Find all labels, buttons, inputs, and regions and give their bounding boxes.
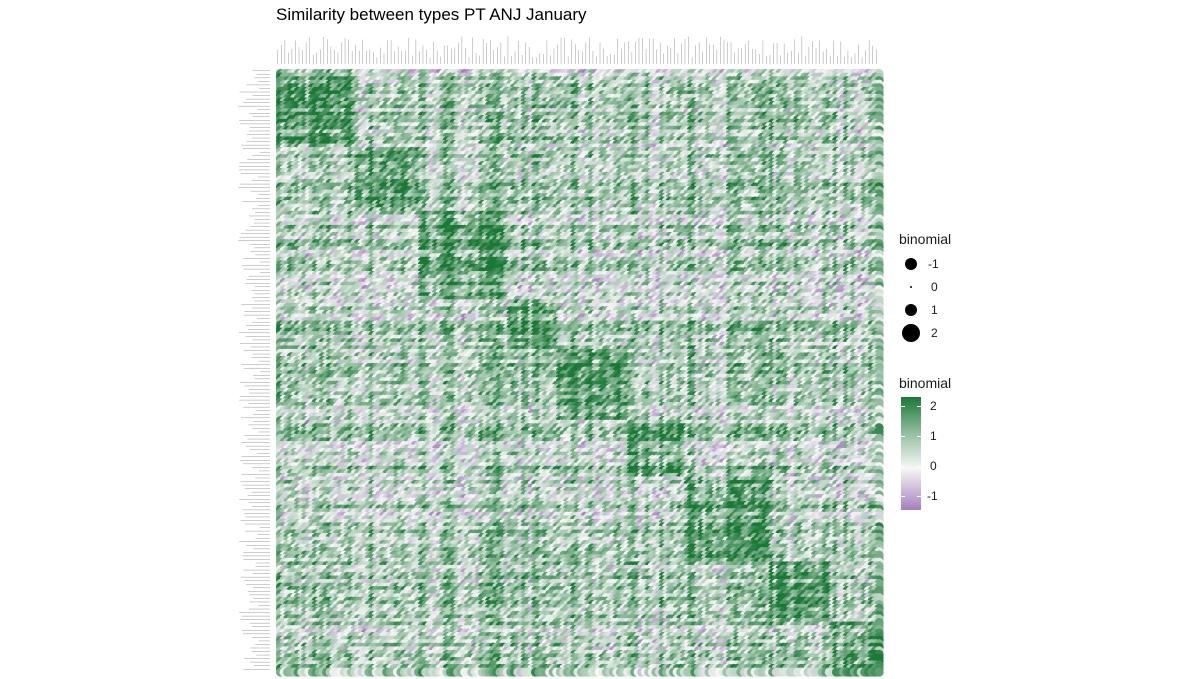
heatmap-cells xyxy=(276,69,884,677)
x-tick-labels xyxy=(278,36,876,64)
y-tick-labels xyxy=(238,71,270,669)
